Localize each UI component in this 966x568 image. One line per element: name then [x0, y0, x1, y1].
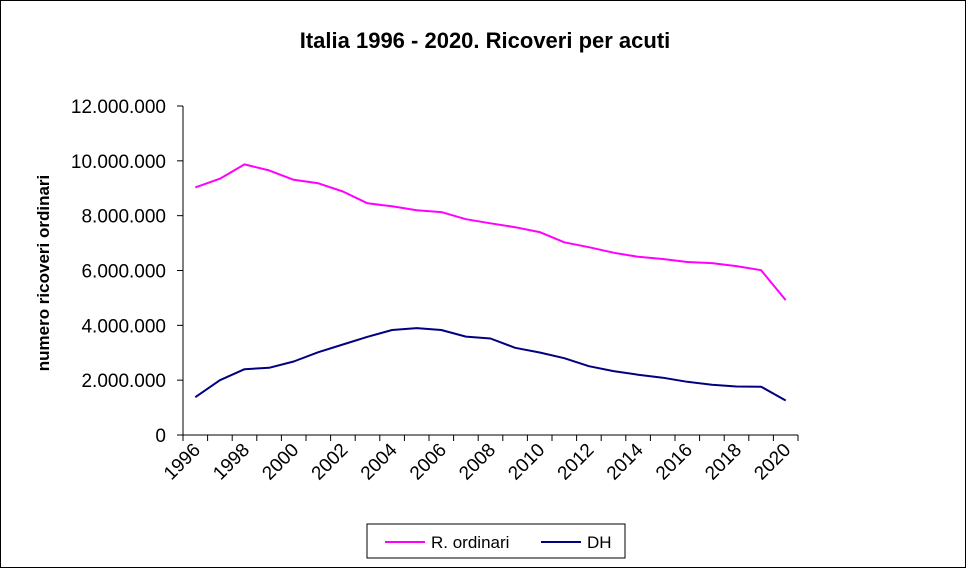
x-tick-label: 2000: [258, 440, 303, 485]
y-axis-title: numero ricoveri ordinari: [34, 175, 53, 372]
y-tick-label: 4.000.000: [81, 316, 166, 337]
x-tick-label: 2018: [701, 440, 746, 485]
series-line-r-ordinari: [194, 163, 787, 301]
y-tick-label: 8.000.000: [81, 207, 166, 228]
series-line-dh: [194, 327, 787, 402]
axes: 0 2.000.000 4.000.000 6.000.000 8.000.000 10.…: [71, 97, 799, 485]
x-tick-label: 2004: [357, 439, 402, 484]
legend: R. ordinari DH: [366, 523, 626, 559]
x-tick-label: 2010: [504, 440, 549, 485]
x-tick-label: 1996: [160, 440, 205, 485]
x-tick-label: 2014: [603, 439, 648, 484]
x-tick-label: 2012: [554, 440, 599, 485]
legend-label: DH: [587, 533, 612, 552]
chart-title: Italia 1996 - 2020. Ricoveri per acuti: [300, 28, 671, 53]
x-tick-label: 2002: [308, 440, 353, 485]
y-tick-label: 0: [155, 426, 166, 447]
y-tick-label: 10.000.000: [71, 152, 166, 173]
y-tick-label: 6.000.000: [81, 262, 166, 283]
legend-label: R. ordinari: [431, 533, 509, 552]
series-layer: [194, 163, 787, 402]
x-tick-label: 1998: [209, 440, 254, 485]
y-tick-label: 2.000.000: [81, 371, 166, 392]
x-tick-label: 2006: [406, 440, 451, 485]
x-tick-label: 2016: [652, 440, 697, 485]
x-tick-label: 2020: [750, 440, 795, 485]
y-tick-label: 12.000.000: [71, 97, 166, 118]
x-tick-label: 2008: [455, 440, 500, 485]
